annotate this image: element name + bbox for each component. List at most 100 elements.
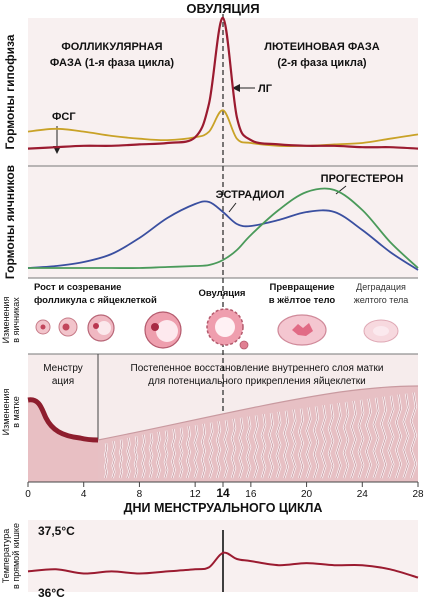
- temperature-ylabel-1: Температура: [1, 529, 11, 584]
- estradiol-arrow: [228, 202, 237, 213]
- progesterone-line: [28, 187, 419, 269]
- uterine-gland-outline: [336, 402, 341, 479]
- follicle-growth-label-2: фолликула с яйцеклеткой: [34, 295, 157, 306]
- uterine-gland-outline: [358, 399, 364, 479]
- ovary-hormone-lines: [27, 187, 419, 271]
- uterine-gland-outline: [254, 415, 258, 479]
- days-axis-title: ДНИ МЕНСТРУАЛЬНОГО ЦИКЛА: [124, 501, 323, 515]
- ovulation-top-label: ОВУЛЯЦИЯ: [186, 1, 259, 16]
- lh-label: ЛГ: [258, 83, 273, 95]
- lh-arrow-head: [232, 84, 240, 92]
- uterus-ylabel-1: Изменения: [1, 389, 11, 436]
- corpus-luteum-label-1: Превращение: [269, 282, 334, 293]
- follicle-stage-2: [58, 317, 78, 337]
- uterus-ylabel-2: в матке: [11, 396, 21, 427]
- uterine-gland-outline: [261, 414, 266, 479]
- luteal-phase-subtitle: (2-я фаза цикла): [277, 57, 367, 69]
- uterine-gland-outline: [388, 395, 394, 479]
- uterine-gland-outline: [343, 401, 349, 479]
- uterine-gland-outline: [209, 422, 213, 479]
- ovulation-follicle: [206, 308, 249, 350]
- uterine-gland-outline: [231, 418, 236, 479]
- ovary-changes-ylabel-2: в яичниках: [11, 297, 21, 343]
- uterine-gland-outline: [119, 439, 123, 479]
- uterine-gland-outline: [157, 431, 160, 479]
- uterine-gland-outline: [276, 411, 281, 479]
- uterine-gland-outline: [313, 406, 319, 479]
- uterine-gland-outline: [328, 404, 334, 479]
- temperature-curve: [27, 551, 419, 579]
- estradiol-label: ЭСТРАДИОЛ: [216, 189, 285, 201]
- day-tick-label-4: 4: [81, 489, 87, 500]
- uterine-gland-outline: [306, 407, 311, 479]
- days-axis-ticks: 0 4 8 12 14 16 20 24 28: [25, 482, 424, 500]
- uterine-gland-outline: [112, 441, 115, 479]
- uterine-glands: [104, 392, 418, 479]
- uterine-gland-outline: [381, 396, 386, 479]
- uterine-gland-outline: [395, 394, 402, 479]
- temperature-ylabel-2: в прямой кишке: [11, 523, 21, 589]
- degrading-corpus-luteum: [363, 319, 399, 343]
- corpus-luteum: [277, 314, 327, 346]
- uterine-gland-outline: [321, 405, 326, 479]
- follicle-stage-4: [144, 311, 182, 349]
- pituitary-hormone-lines: [27, 16, 419, 150]
- day-tick-label-12: 12: [190, 489, 202, 500]
- uterine-gland-outline: [298, 408, 304, 479]
- uterine-gland-outline: [224, 420, 228, 479]
- degradation-label-1: Деградация: [356, 282, 406, 292]
- follicle-stage-3: [87, 314, 115, 342]
- uterine-gland-outline: [246, 416, 251, 479]
- estradiol-line: [27, 200, 419, 271]
- day-tick-label-14: 14: [216, 486, 230, 500]
- uterine-gland-outline: [149, 433, 153, 479]
- follicular-phase-title: ФОЛЛИКУЛЯРНАЯ: [61, 41, 162, 53]
- follicular-phase-subtitle: ФАЗА (1-я фаза цикла): [50, 57, 175, 69]
- pituitary-ylabel: Гормоны гипофиза: [3, 34, 17, 149]
- lh-line: [27, 16, 419, 150]
- progesterone-arrow: [335, 185, 347, 195]
- day-tick-label-8: 8: [137, 489, 143, 500]
- uterine-gland-outline: [410, 392, 417, 479]
- uterine-gland-outline: [373, 397, 379, 479]
- uterine-gland-outline: [127, 437, 130, 479]
- uterine-gland-outline: [179, 427, 183, 479]
- follicle-growth-label-1: Рост и созревание: [34, 282, 121, 293]
- fsh-label: ФСГ: [52, 111, 76, 123]
- day-tick-label-0: 0: [25, 489, 31, 500]
- degradation-label-2: желтого тела: [354, 295, 409, 305]
- uterine-gland-outline: [239, 417, 243, 479]
- ovary-changes-ylabel-1: Изменения: [1, 297, 11, 344]
- uterine-gland-outline: [194, 424, 198, 479]
- uterine-gland-outline: [403, 393, 409, 479]
- temperature-low-label: 36°C: [38, 586, 65, 600]
- uterine-gland-outline: [201, 423, 206, 479]
- day-tick-label-24: 24: [357, 489, 369, 500]
- menstrual-shedding: [27, 397, 99, 443]
- rebuild-label-2: для потенциального прикрепления яйцеклет…: [148, 376, 365, 387]
- day-tick-label-28: 28: [412, 489, 424, 500]
- progesterone-label: ПРОГЕСТЕРОН: [321, 173, 404, 185]
- menstruation-label-1: Менстру: [43, 363, 83, 374]
- temperature-high-label: 37,5°C: [38, 524, 75, 538]
- uterine-gland-outline: [142, 434, 145, 479]
- rebuild-label-1: Постепенное восстановление внутреннего с…: [131, 363, 384, 374]
- uterine-gland-outline: [291, 409, 296, 479]
- luteal-phase-title: ЛЮТЕИНОВАЯ ФАЗА: [264, 41, 380, 53]
- uterine-gland-outline: [351, 400, 356, 479]
- fsh-line: [27, 109, 419, 147]
- uterine-gland-outline: [284, 410, 288, 479]
- follicle-stage-1: [35, 319, 51, 335]
- uterine-gland-outline: [104, 443, 108, 479]
- uterine-gland-outline: [164, 430, 168, 479]
- uterine-gland-outline: [172, 428, 175, 479]
- uterine-gland-outline: [134, 436, 138, 479]
- temperature-line: [27, 551, 419, 579]
- day-tick-label-16: 16: [245, 489, 257, 500]
- corpus-luteum-label-2: в жёлтое тело: [269, 295, 336, 306]
- uterine-gland-outline: [186, 426, 191, 479]
- ovulation-stage-label: Овуляция: [199, 288, 246, 299]
- ovary-ylabel: Гормоны яичников: [3, 165, 17, 279]
- uterine-gland-outline: [216, 421, 221, 479]
